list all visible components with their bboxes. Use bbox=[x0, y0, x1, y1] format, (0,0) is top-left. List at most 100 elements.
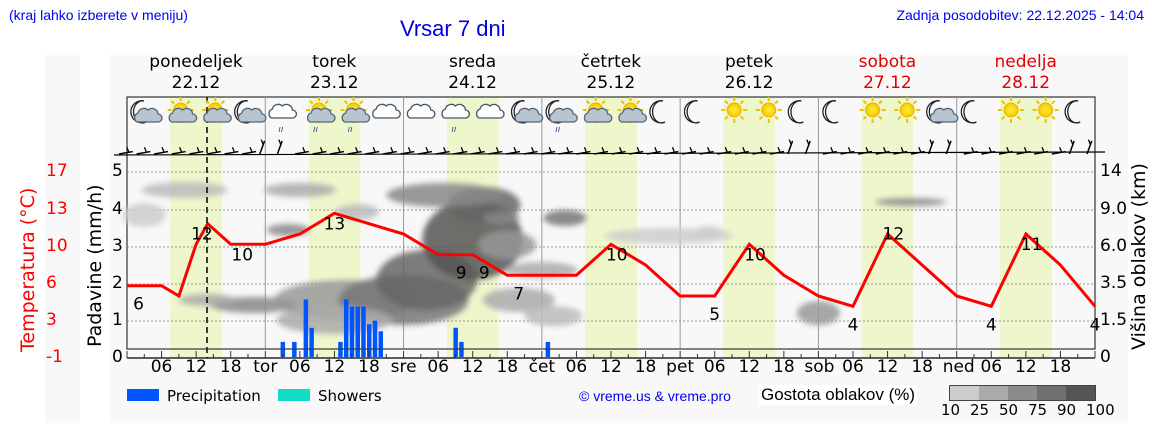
sun-icon bbox=[998, 97, 1024, 123]
wind-barb-icon bbox=[154, 147, 169, 155]
day-name: sobota bbox=[858, 52, 917, 72]
x-tick: tor bbox=[253, 357, 278, 377]
wind-barb-icon bbox=[717, 147, 732, 155]
x-tick: 12 bbox=[876, 357, 899, 377]
wind-barb-icon bbox=[664, 147, 679, 155]
svg-text:4: 4 bbox=[848, 315, 859, 335]
sun-cloud-rain-icon: ıı bbox=[340, 97, 371, 135]
wind-barb-icon bbox=[910, 147, 925, 155]
precipitation-legend-label: Precipitation bbox=[167, 387, 261, 405]
day-header-2: sreda 24.12 bbox=[404, 52, 542, 94]
x-tick: 18 bbox=[1049, 357, 1072, 377]
cloud-height-tick: 6.0 bbox=[1100, 236, 1128, 256]
x-tick: 12 bbox=[323, 357, 346, 377]
cloud-height-tick: 0 bbox=[1100, 347, 1111, 367]
sun-cloud-icon bbox=[617, 97, 648, 123]
wind-barb-icon bbox=[1051, 147, 1066, 155]
wind-barb-icon bbox=[1086, 139, 1093, 155]
wind-barb-icon bbox=[1016, 147, 1031, 155]
svg-text:10: 10 bbox=[606, 245, 628, 265]
showers-swatch bbox=[278, 389, 310, 401]
density-tick: 100 bbox=[1086, 401, 1115, 419]
day-name: nedelja bbox=[994, 52, 1057, 72]
weather-icons: ıı ıı ıı ıı ıı bbox=[130, 97, 1081, 135]
day-name: petek bbox=[725, 52, 774, 72]
wind-barb-icon bbox=[927, 139, 935, 155]
day-date: 27.12 bbox=[863, 73, 912, 93]
moon-icon bbox=[960, 100, 977, 124]
precip-tick: 5 bbox=[112, 161, 123, 181]
x-tick: 18 bbox=[911, 357, 933, 377]
sun-icon bbox=[755, 97, 782, 123]
svg-text:11: 11 bbox=[1021, 235, 1043, 255]
x-tick: 12 bbox=[738, 357, 761, 377]
wind-barb-icon bbox=[506, 147, 521, 155]
sun-icon bbox=[859, 97, 886, 123]
wind-barb-icon bbox=[276, 139, 283, 155]
day-header-1: torek 23.12 bbox=[265, 52, 403, 94]
x-tick: čet bbox=[528, 357, 556, 377]
sun-cloud-icon bbox=[202, 97, 232, 123]
credit-link[interactable]: © vreme.us & vreme.pro bbox=[579, 388, 731, 404]
day-header-0: ponedeljek 22.12 bbox=[127, 52, 265, 94]
x-tick: 06 bbox=[565, 357, 588, 377]
wind-barb-icon bbox=[770, 147, 785, 155]
wind-barb-icon bbox=[453, 147, 468, 155]
wind-barb-icon bbox=[558, 147, 573, 155]
svg-text:4: 4 bbox=[986, 315, 997, 335]
day-name: sreda bbox=[448, 52, 497, 72]
sun-cloud-icon bbox=[167, 97, 198, 123]
wind-barb-icon bbox=[1034, 147, 1049, 155]
precip-tick: 0 bbox=[112, 347, 123, 367]
wind-barb-icon bbox=[840, 147, 855, 155]
density-tick: 10 bbox=[941, 401, 961, 419]
temp-tick: -1 bbox=[46, 347, 63, 367]
sun-cloud-rain-icon: ıı bbox=[306, 97, 336, 135]
wind-barb-icon bbox=[365, 147, 380, 155]
precip-tick: 2 bbox=[112, 273, 123, 293]
svg-text:4: 4 bbox=[1090, 315, 1101, 335]
wind-barb-icon bbox=[752, 147, 767, 155]
wind-barb-icon bbox=[875, 147, 890, 155]
day-header-3: četrtek 25.12 bbox=[542, 52, 680, 94]
x-axis bbox=[126, 348, 1096, 359]
cloud-density-label: Gostota oblakov (%) bbox=[759, 385, 918, 405]
density-tick: 25 bbox=[970, 401, 990, 419]
wind-barb-icon bbox=[963, 147, 978, 155]
x-tick: 18 bbox=[634, 357, 657, 377]
x-tick: ned bbox=[942, 357, 975, 377]
temp-tick: 3 bbox=[46, 310, 57, 330]
day-date: 23.12 bbox=[309, 73, 359, 93]
x-tick: sob bbox=[804, 357, 835, 377]
precip-tick: 3 bbox=[112, 236, 123, 256]
moon-cloud-icon bbox=[234, 100, 267, 124]
wind-barb-icon bbox=[576, 147, 591, 155]
wind-barb-icon bbox=[470, 147, 485, 155]
last-update: Zadnja posodobitev: 22.12.2025 - 14:04 bbox=[896, 7, 1144, 23]
day-name: torek bbox=[312, 52, 357, 72]
svg-text:6: 6 bbox=[133, 295, 144, 315]
moon-cloud-icon bbox=[510, 100, 544, 124]
wind-barb-icon bbox=[347, 147, 362, 155]
wind-barb-icon bbox=[611, 147, 626, 155]
x-tick: 12 bbox=[1015, 357, 1037, 377]
day-name: ponedeljek bbox=[149, 52, 243, 72]
wind-barb-icon bbox=[804, 139, 811, 155]
svg-text:13: 13 bbox=[324, 214, 346, 234]
wind-barb-icon bbox=[259, 139, 266, 155]
precipitation-swatch bbox=[127, 389, 159, 401]
svg-text:ıı: ıı bbox=[348, 125, 354, 135]
x-tick: 06 bbox=[427, 357, 449, 377]
wind-barb-icon bbox=[893, 147, 908, 155]
x-tick: sre bbox=[390, 357, 417, 377]
x-tick: 18 bbox=[219, 357, 242, 377]
cloud-rain-icon: ıı bbox=[268, 103, 298, 135]
day-date: 25.12 bbox=[586, 73, 636, 93]
day-header-6: nedelja 28.12 bbox=[957, 52, 1095, 94]
moon-cloud-icon bbox=[130, 100, 163, 124]
wind-barb-icon bbox=[682, 147, 697, 155]
wind-barb-icon bbox=[171, 147, 186, 155]
sun-icon bbox=[721, 97, 748, 123]
region-menu-hint[interactable]: (kraj lahko izberete v meniju) bbox=[9, 7, 188, 23]
wind-barb-icon bbox=[541, 147, 556, 155]
